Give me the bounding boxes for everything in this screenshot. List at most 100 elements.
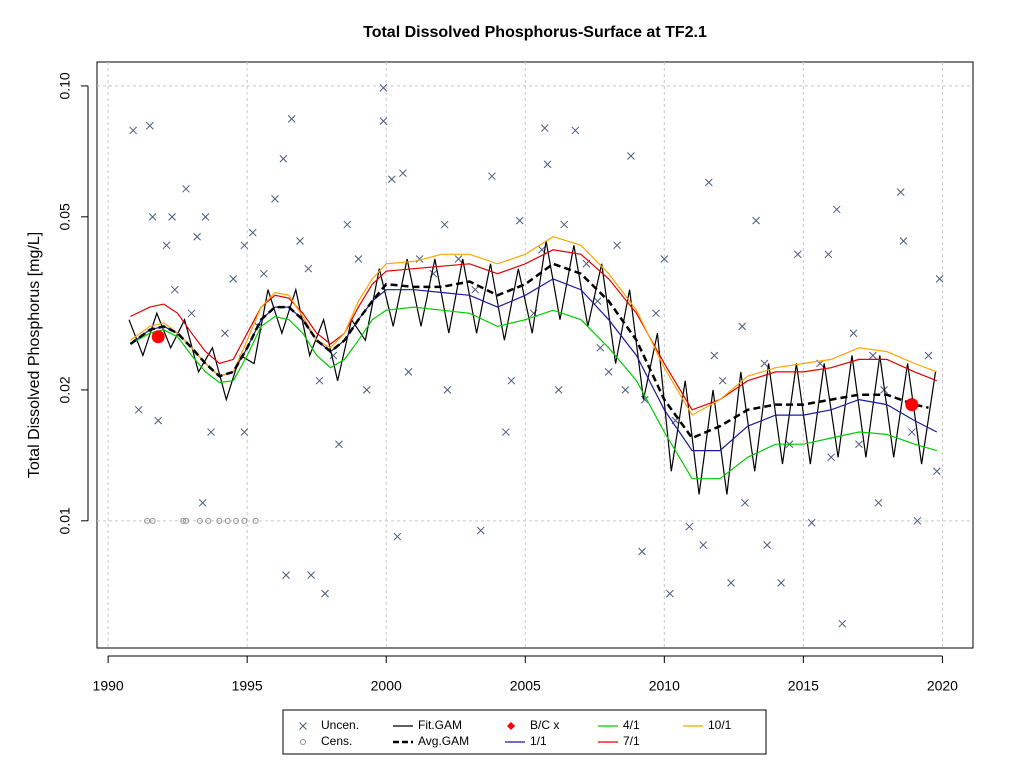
uncensored-point xyxy=(763,541,772,549)
uncensored-point xyxy=(287,114,296,123)
uncensored-point xyxy=(187,309,196,318)
uncensored-point xyxy=(560,220,569,229)
x-tick-label: 2005 xyxy=(510,678,541,694)
uncensored-point xyxy=(838,619,847,628)
uncensored-point xyxy=(752,216,760,225)
uncensored-point xyxy=(387,175,396,184)
uncensored-point xyxy=(343,220,352,229)
censored-point xyxy=(144,517,151,524)
bc-point xyxy=(905,398,919,412)
uncensored-point xyxy=(907,428,916,436)
uncensored-point xyxy=(793,250,802,259)
censored-point xyxy=(196,517,203,524)
uncensored-point xyxy=(571,126,580,135)
uncensored-point xyxy=(193,232,201,241)
uncensored-point xyxy=(640,395,649,404)
y-tick-label: 0.02 xyxy=(57,376,73,403)
uncensored-point xyxy=(924,351,933,360)
uncensored-point xyxy=(154,416,163,425)
uncensored-point xyxy=(182,184,190,193)
censored-point xyxy=(224,517,231,524)
uncensored-point xyxy=(415,255,424,263)
uncensored-point xyxy=(874,498,883,507)
uncensored-point xyxy=(741,498,749,507)
uncensored-point xyxy=(507,376,516,385)
uncensored-point xyxy=(393,532,402,541)
censored-point xyxy=(149,517,156,524)
series-line xyxy=(130,306,937,480)
uncensored-point xyxy=(148,212,157,221)
uncensored-point xyxy=(515,216,524,225)
uncensored-point xyxy=(596,343,605,352)
censored-point xyxy=(233,517,240,524)
censored-point xyxy=(216,517,223,524)
x-tick-label: 2010 xyxy=(649,678,680,694)
uncensored-point xyxy=(271,194,279,203)
y-tick-label: 0.01 xyxy=(57,507,73,534)
uncensored-point xyxy=(896,188,905,196)
uncensored-point xyxy=(379,117,388,125)
uncensored-point xyxy=(304,264,313,273)
legend-label: Uncen. xyxy=(321,718,359,732)
uncensored-point xyxy=(685,522,694,531)
legend-label: Avg.GAM xyxy=(418,734,469,748)
uncensored-point xyxy=(404,368,413,376)
y-tick-label: 0.05 xyxy=(57,203,73,230)
series-line xyxy=(130,249,938,411)
uncensored-point xyxy=(827,453,836,462)
uncensored-point xyxy=(279,154,288,163)
uncensored-point xyxy=(296,237,304,245)
uncensored-point xyxy=(362,386,371,394)
uncensored-point xyxy=(399,169,407,178)
chart-title: Total Dissolved Phosphorus-Surface at TF… xyxy=(363,24,707,41)
censored-point xyxy=(241,517,248,524)
censored-point xyxy=(252,517,259,524)
uncensored-point xyxy=(666,589,674,598)
uncensored-point xyxy=(454,255,463,263)
legend-label: Fit.GAM xyxy=(418,718,462,732)
uncensored-point xyxy=(299,722,307,730)
plot-area xyxy=(128,83,944,628)
censored-point xyxy=(205,517,212,524)
uncensored-point xyxy=(760,359,769,368)
uncensored-point xyxy=(162,241,171,250)
legend-label: B/C x xyxy=(530,718,559,732)
legend-label: 4/1 xyxy=(623,718,640,732)
uncensored-point xyxy=(704,178,713,187)
uncensored-point xyxy=(932,467,941,476)
uncensored-point xyxy=(201,212,210,221)
uncensored-point xyxy=(282,571,290,580)
uncensored-point xyxy=(913,516,922,525)
uncensored-point xyxy=(849,329,858,338)
uncensored-point xyxy=(710,351,719,360)
legend-symbol xyxy=(507,722,515,730)
uncensored-point xyxy=(321,589,329,598)
uncensored-point xyxy=(869,351,877,360)
uncensored-point xyxy=(604,368,613,376)
uncensored-point xyxy=(638,547,646,556)
uncensored-point xyxy=(738,322,747,331)
uncensored-point xyxy=(145,121,154,130)
uncensored-point xyxy=(307,571,315,580)
legend-label: 7/1 xyxy=(623,734,640,748)
y-axis-label: Total Dissolved Phosphorus [mg/L] xyxy=(26,232,43,478)
uncensored-point xyxy=(129,126,138,135)
uncensored-point xyxy=(824,250,833,259)
uncensored-point xyxy=(379,83,388,92)
uncensored-point xyxy=(777,579,785,587)
uncensored-point xyxy=(476,526,485,535)
uncensored-point xyxy=(807,518,816,527)
uncensored-point xyxy=(221,329,229,338)
legend-symbol xyxy=(300,739,306,745)
uncensored-point xyxy=(501,428,510,436)
uncensored-point xyxy=(855,440,863,449)
uncensored-point xyxy=(543,160,552,169)
uncensored-point xyxy=(832,205,841,214)
uncensored-point xyxy=(488,172,496,181)
uncensored-point xyxy=(471,285,480,294)
uncensored-point xyxy=(315,376,324,385)
uncensored-point xyxy=(229,275,238,283)
uncensored-point xyxy=(652,309,660,318)
uncensored-point xyxy=(171,285,179,294)
